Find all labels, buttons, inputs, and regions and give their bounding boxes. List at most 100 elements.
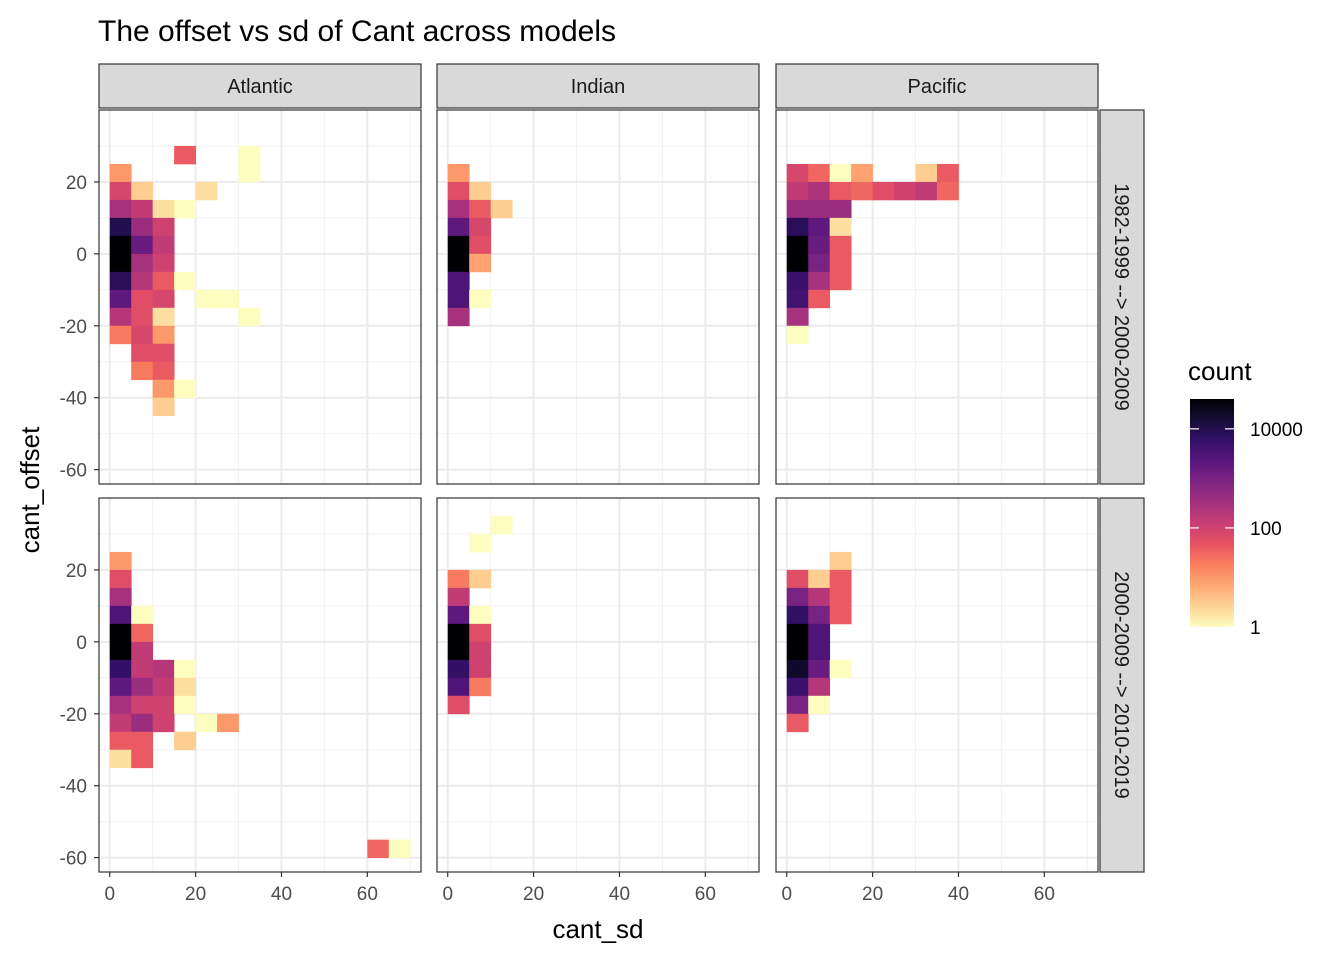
heat-tile (131, 325, 154, 345)
heat-tile (786, 289, 809, 309)
heat-tile (808, 605, 831, 625)
heat-tile (174, 271, 196, 291)
heat-tile (131, 235, 154, 255)
heat-tile (174, 145, 196, 165)
heat-tile (786, 623, 809, 643)
heat-tile (808, 181, 831, 201)
legend-title: count (1188, 356, 1252, 386)
y-tick-label: 20 (66, 173, 87, 194)
heat-tile (469, 217, 492, 237)
heat-tile (447, 569, 470, 589)
heat-tile (109, 713, 132, 733)
heat-tile (808, 623, 831, 643)
panel-indian-2: 0 20 40 60 (436, 497, 760, 905)
panel-border (436, 109, 760, 485)
heat-tile (469, 533, 492, 553)
heat-tile (131, 623, 154, 643)
heat-tile (109, 587, 132, 607)
heat-tile (915, 181, 938, 201)
heat-tile (109, 325, 132, 345)
heat-tile (109, 217, 132, 237)
heat-tile (469, 199, 492, 219)
y-tick-label: -40 (60, 777, 87, 798)
heat-tile (131, 253, 154, 273)
y-tick-label: 0 (76, 633, 87, 654)
heat-tile (152, 343, 175, 363)
legend-label: 10000 (1250, 420, 1303, 441)
strip-background (98, 63, 422, 109)
heat-tile (808, 271, 831, 291)
heat-tile (388, 839, 411, 859)
heat-tile (829, 235, 852, 255)
y-tick-label: -20 (60, 705, 87, 726)
heat-tile (131, 695, 154, 715)
strip-pacific: Pacific (775, 63, 1099, 109)
heat-tile (469, 659, 492, 679)
heat-tile (851, 163, 873, 183)
heat-tile (786, 569, 809, 589)
heat-tile (786, 325, 809, 345)
legend-colorbar (1190, 399, 1234, 627)
heat-tile (152, 253, 175, 273)
heat-tile (808, 289, 831, 309)
heat-tile (109, 235, 132, 255)
heat-tile (447, 623, 470, 643)
y-tick-label: 20 (66, 561, 87, 582)
heat-tile (131, 343, 154, 363)
heat-tile (490, 199, 513, 219)
heat-tile (152, 307, 175, 327)
row-strip-1: 1982-1999 --> 2000-2009 (1099, 109, 1145, 485)
heat-tile (217, 289, 239, 309)
panel-indian-1 (436, 109, 760, 485)
heat-tile (447, 587, 470, 607)
heat-tile (109, 659, 132, 679)
heat-tile (786, 199, 809, 219)
panel-border (775, 497, 1099, 873)
heat-tile (174, 731, 196, 751)
heat-tile (829, 587, 852, 607)
heat-tile (238, 163, 261, 183)
y-tick-label: -60 (60, 461, 87, 482)
heat-tile (109, 641, 132, 661)
panel-border (98, 497, 422, 873)
heat-tile (808, 235, 831, 255)
heat-tile (131, 731, 154, 751)
heat-tile (829, 605, 852, 625)
heat-tile (109, 271, 132, 291)
heat-tile (131, 271, 154, 291)
heat-tile (238, 145, 261, 165)
heat-tile (152, 713, 175, 733)
heat-tile (447, 181, 470, 201)
heat-tile (131, 641, 154, 661)
heat-tile (131, 199, 154, 219)
heat-tile (829, 199, 852, 219)
heat-tile (447, 163, 470, 183)
heat-tile (808, 199, 831, 219)
heat-tile (217, 713, 239, 733)
y-tick-label: 0 (76, 245, 87, 266)
heat-tile (447, 307, 470, 327)
legend-label: 100 (1250, 519, 1282, 540)
heat-tile (174, 695, 196, 715)
heat-tile (786, 587, 809, 607)
heat-tile (469, 253, 492, 273)
x-tick-label: 20 (523, 884, 544, 905)
panel-atlantic-1: -60 -40 -20 0 20 (60, 109, 422, 485)
heat-tile (109, 695, 132, 715)
strip-atlantic: Atlantic (98, 63, 422, 109)
heat-tile (152, 217, 175, 237)
heat-tile (447, 641, 470, 661)
heat-tile (131, 659, 154, 679)
heat-tile (152, 199, 175, 219)
heat-tile (447, 199, 470, 219)
row-strip-label: 2000-2009 --> 2010-2019 (1110, 571, 1132, 798)
heat-tile (152, 397, 175, 417)
heat-tile (152, 379, 175, 399)
heat-tile (195, 289, 218, 309)
heat-tile (469, 623, 492, 643)
x-tick-label: 40 (609, 884, 630, 905)
heat-tile (786, 713, 809, 733)
heat-tile (174, 677, 196, 697)
heat-tile (469, 641, 492, 661)
heat-tile (152, 325, 175, 345)
